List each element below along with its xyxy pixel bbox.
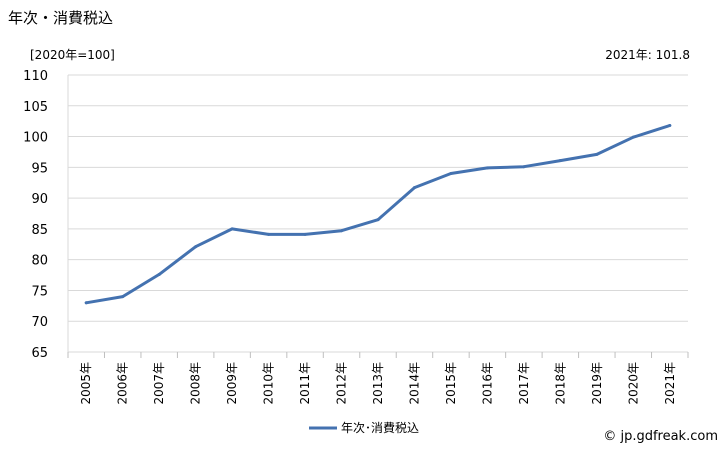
- data-point: [157, 272, 161, 276]
- data-point: [631, 135, 635, 139]
- y-tick-label: 80: [31, 254, 48, 269]
- x-tick-label: 2019年: [590, 362, 604, 405]
- y-tick-label: 95: [31, 161, 48, 176]
- x-tick-label: 2017年: [517, 362, 531, 405]
- x-tick-label: 2013年: [371, 362, 385, 405]
- x-tick-label: 2008年: [189, 362, 203, 405]
- data-point: [485, 166, 489, 170]
- legend-label: 年次･消費税込: [341, 420, 419, 435]
- x-tick-label: 2012年: [335, 362, 349, 405]
- legend: 年次･消費税込: [309, 420, 419, 435]
- data-point: [194, 245, 198, 249]
- y-tick-label: 75: [31, 284, 48, 299]
- y-tick-label: 65: [31, 346, 48, 361]
- y-tick-label: 110: [23, 69, 48, 84]
- series-layer: [84, 123, 672, 305]
- data-point: [303, 232, 307, 236]
- data-point: [340, 229, 344, 233]
- x-tick-label: 2005年: [79, 362, 93, 405]
- latest-value-label: 2021年: 101.8: [605, 48, 690, 62]
- x-tick-label: 2006年: [116, 362, 130, 405]
- y-tick-label: 70: [31, 315, 48, 330]
- data-point: [376, 218, 380, 222]
- x-tick-label: 2009年: [225, 362, 239, 405]
- x-tick-label: 2018年: [553, 362, 567, 405]
- x-tick-label: 2016年: [480, 362, 494, 405]
- data-point: [412, 186, 416, 190]
- data-point: [558, 159, 562, 163]
- data-point: [668, 123, 672, 127]
- x-tick-label: 2007年: [152, 362, 166, 405]
- grid-lines: [68, 74, 688, 353]
- data-point: [230, 227, 234, 231]
- data-point: [522, 165, 526, 169]
- series-line: [84, 124, 672, 305]
- x-tick-label: 2014年: [407, 362, 421, 405]
- source-credit: © jp.gdfreak.com: [603, 429, 718, 444]
- y-axis: 65 70 75 80 85 90 95 100 105 110: [23, 69, 69, 361]
- y-tick-label: 90: [31, 192, 48, 207]
- data-point: [121, 295, 125, 299]
- x-tick-label: 2021年: [663, 362, 677, 405]
- data-point: [267, 232, 271, 236]
- x-tick-label: 2015年: [444, 362, 458, 405]
- y-tick-label: 100: [23, 131, 48, 146]
- data-point: [84, 301, 88, 305]
- x-axis: 2005年 2006年 2007年 2008年 2009年 2010年 2011年 2012年…: [67, 352, 689, 405]
- data-point: [449, 171, 453, 175]
- x-tick-label: 2010年: [262, 362, 276, 405]
- unit-label: [2020年=100]: [30, 48, 115, 62]
- data-point: [595, 152, 599, 156]
- x-tick-label: 2011年: [298, 362, 312, 405]
- y-tick-label: 85: [31, 223, 48, 238]
- x-tick-label: 2020年: [626, 362, 640, 405]
- y-tick-label: 105: [23, 100, 48, 115]
- chart-title: 年次・消費税込: [8, 9, 114, 27]
